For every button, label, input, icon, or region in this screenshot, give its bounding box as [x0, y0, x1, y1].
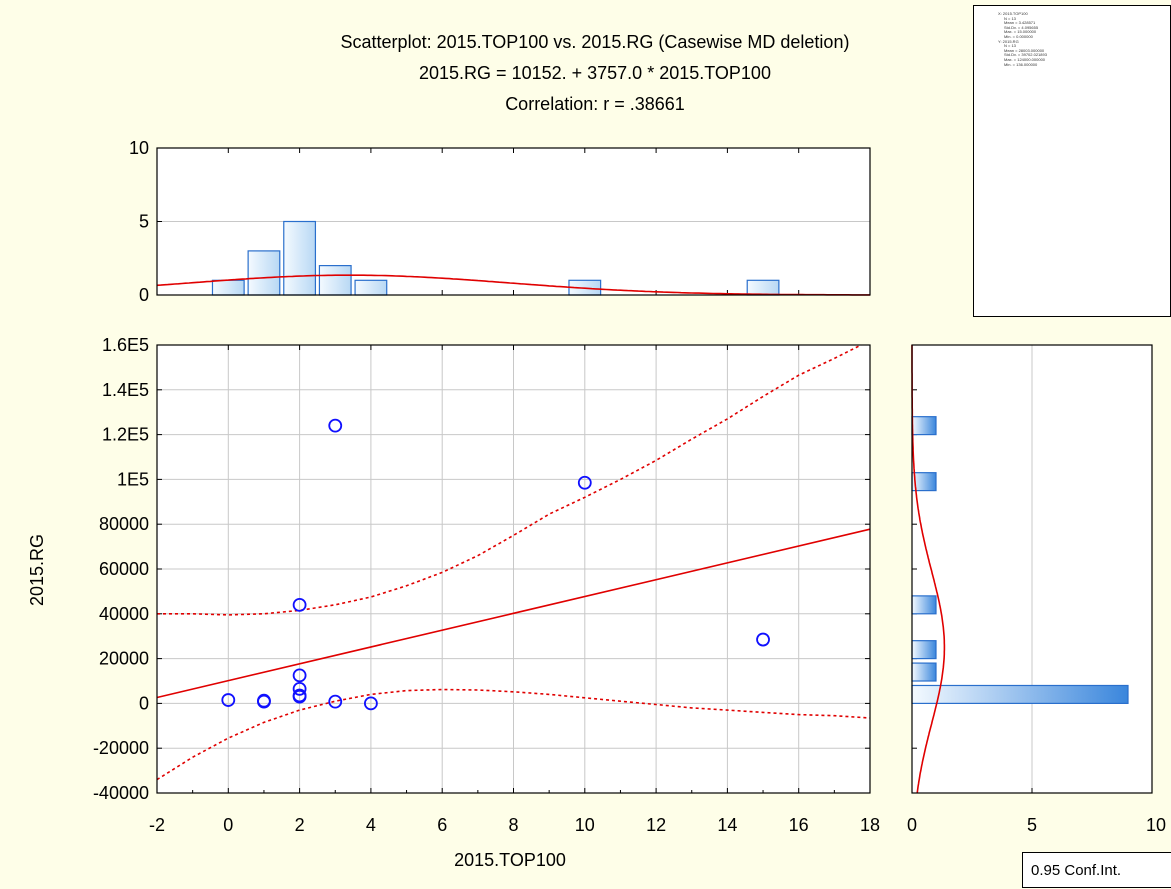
- right-hist-x-tick-label: 10: [1146, 815, 1166, 835]
- top-hist-y-tick-label: 0: [139, 285, 149, 305]
- right-hist-bar: [911, 662, 937, 682]
- top-hist-bar: [318, 265, 352, 296]
- y-tick-label: -20000: [93, 738, 149, 758]
- x-tick-label: 6: [437, 815, 447, 835]
- stats-line: Max. = 124000.000000: [1004, 56, 1046, 62]
- stats-line: X: 2015.TOP100: [998, 11, 1028, 16]
- lower-confidence-band: [157, 688, 870, 781]
- data-point: [328, 418, 343, 433]
- x-tick-label: 10: [575, 815, 595, 835]
- x-tick-label: 12: [646, 815, 666, 835]
- x-tick-label: -2: [149, 815, 165, 835]
- stats-line: Mean = 28003.000000: [1004, 47, 1045, 53]
- top-hist-y-tick-label: 5: [139, 212, 149, 232]
- data-point: [756, 632, 770, 647]
- chart-title: Scatterplot: 2015.TOP100 vs. 2015.RG (Ca…: [341, 32, 850, 52]
- regression-equation: 2015.RG = 10152. + 3757.0 * 2015.TOP100: [419, 63, 771, 83]
- x-tick-label: 4: [366, 815, 376, 835]
- right-hist-bar: [911, 595, 937, 615]
- top-histogram: 0 5 10: [129, 138, 871, 305]
- top-hist-bar: [746, 279, 780, 296]
- stats-line: Min. = 136.000000: [1004, 61, 1038, 67]
- right-hist-frame: [911, 344, 1153, 794]
- data-point: [292, 597, 307, 612]
- y-tick-label: 80000: [99, 514, 149, 534]
- upper-confidence-band: [157, 345, 863, 616]
- data-point: [292, 681, 307, 696]
- x-tick-label: 16: [789, 815, 809, 835]
- top-hist-normal-curve: [156, 274, 870, 296]
- confidence-interval-legend[interactable]: 0.95 Conf.Int.: [1022, 852, 1171, 888]
- summary-stats-box: X: 2015.TOP100 N = 13 Mean = 3.428571 Std.D…: [973, 5, 1171, 317]
- stats-line: Max. = 15.000000: [1004, 29, 1037, 35]
- data-point: [363, 696, 378, 711]
- y-tick-label: 1.4E5: [102, 380, 149, 400]
- x-tick-label: 18: [860, 815, 880, 835]
- stats-line: N = 13: [1004, 15, 1016, 21]
- top-hist-y-tick-label: 10: [129, 138, 149, 158]
- data-point: [292, 668, 307, 683]
- y-tick-label: 1E5: [117, 469, 149, 489]
- data-point: [292, 688, 307, 703]
- y-tick-label: 1.2E5: [102, 425, 149, 445]
- y-axis-label: 2015.RG: [27, 534, 47, 606]
- stats-line: N = 13: [1004, 43, 1016, 49]
- x-axis-label: 2015.TOP100: [454, 850, 566, 870]
- top-hist-bar: [354, 279, 388, 296]
- stats-line: Y: 2015.RG: [998, 38, 1019, 44]
- top-hist-bar: [283, 220, 317, 296]
- x-tick-label: 0: [223, 815, 233, 835]
- right-hist-x-tick-label: 5: [1027, 815, 1037, 835]
- y-tick-label: -40000: [93, 783, 149, 803]
- right-hist-bar: [911, 684, 1129, 704]
- data-point: [577, 475, 592, 490]
- right-hist-bar: [911, 416, 937, 436]
- data-point: [328, 694, 343, 709]
- scatter-plot: -2 0 2 4 6 8 10 12 14 16 18 -40000 -20000 0 20000 40000…: [93, 335, 880, 835]
- y-tick-label: 0: [139, 693, 149, 713]
- x-tick-label: 8: [508, 815, 518, 835]
- x-tick-label: 14: [717, 815, 737, 835]
- top-hist-frame: [156, 147, 871, 296]
- right-hist-x-tick-label: 0: [907, 815, 917, 835]
- stats-line: Std.Dv. = 4.095655: [1004, 24, 1039, 30]
- data-point: [221, 693, 236, 707]
- top-hist-bar: [211, 279, 245, 296]
- top-hist-bar: [247, 250, 281, 296]
- x-tick-label: 2: [295, 815, 305, 835]
- y-tick-label: 20000: [99, 649, 149, 669]
- plot-frame: [156, 344, 871, 794]
- y-tick-label: 40000: [99, 604, 149, 624]
- stats-line: Min. = 0.000000: [1004, 33, 1033, 39]
- right-hist-bar: [911, 640, 937, 660]
- correlation-text: Correlation: r = .38661: [505, 94, 685, 114]
- y-tick-label: 60000: [99, 559, 149, 579]
- stats-line: Std.Dv. = 39702.021893: [1004, 52, 1047, 58]
- y-tick-label: 1.6E5: [102, 335, 149, 355]
- right-histogram: 0 5 10: [907, 344, 1166, 835]
- data-point: [257, 693, 271, 708]
- stats-line: Mean = 3.428571: [1004, 20, 1036, 26]
- regression-line: [156, 528, 871, 699]
